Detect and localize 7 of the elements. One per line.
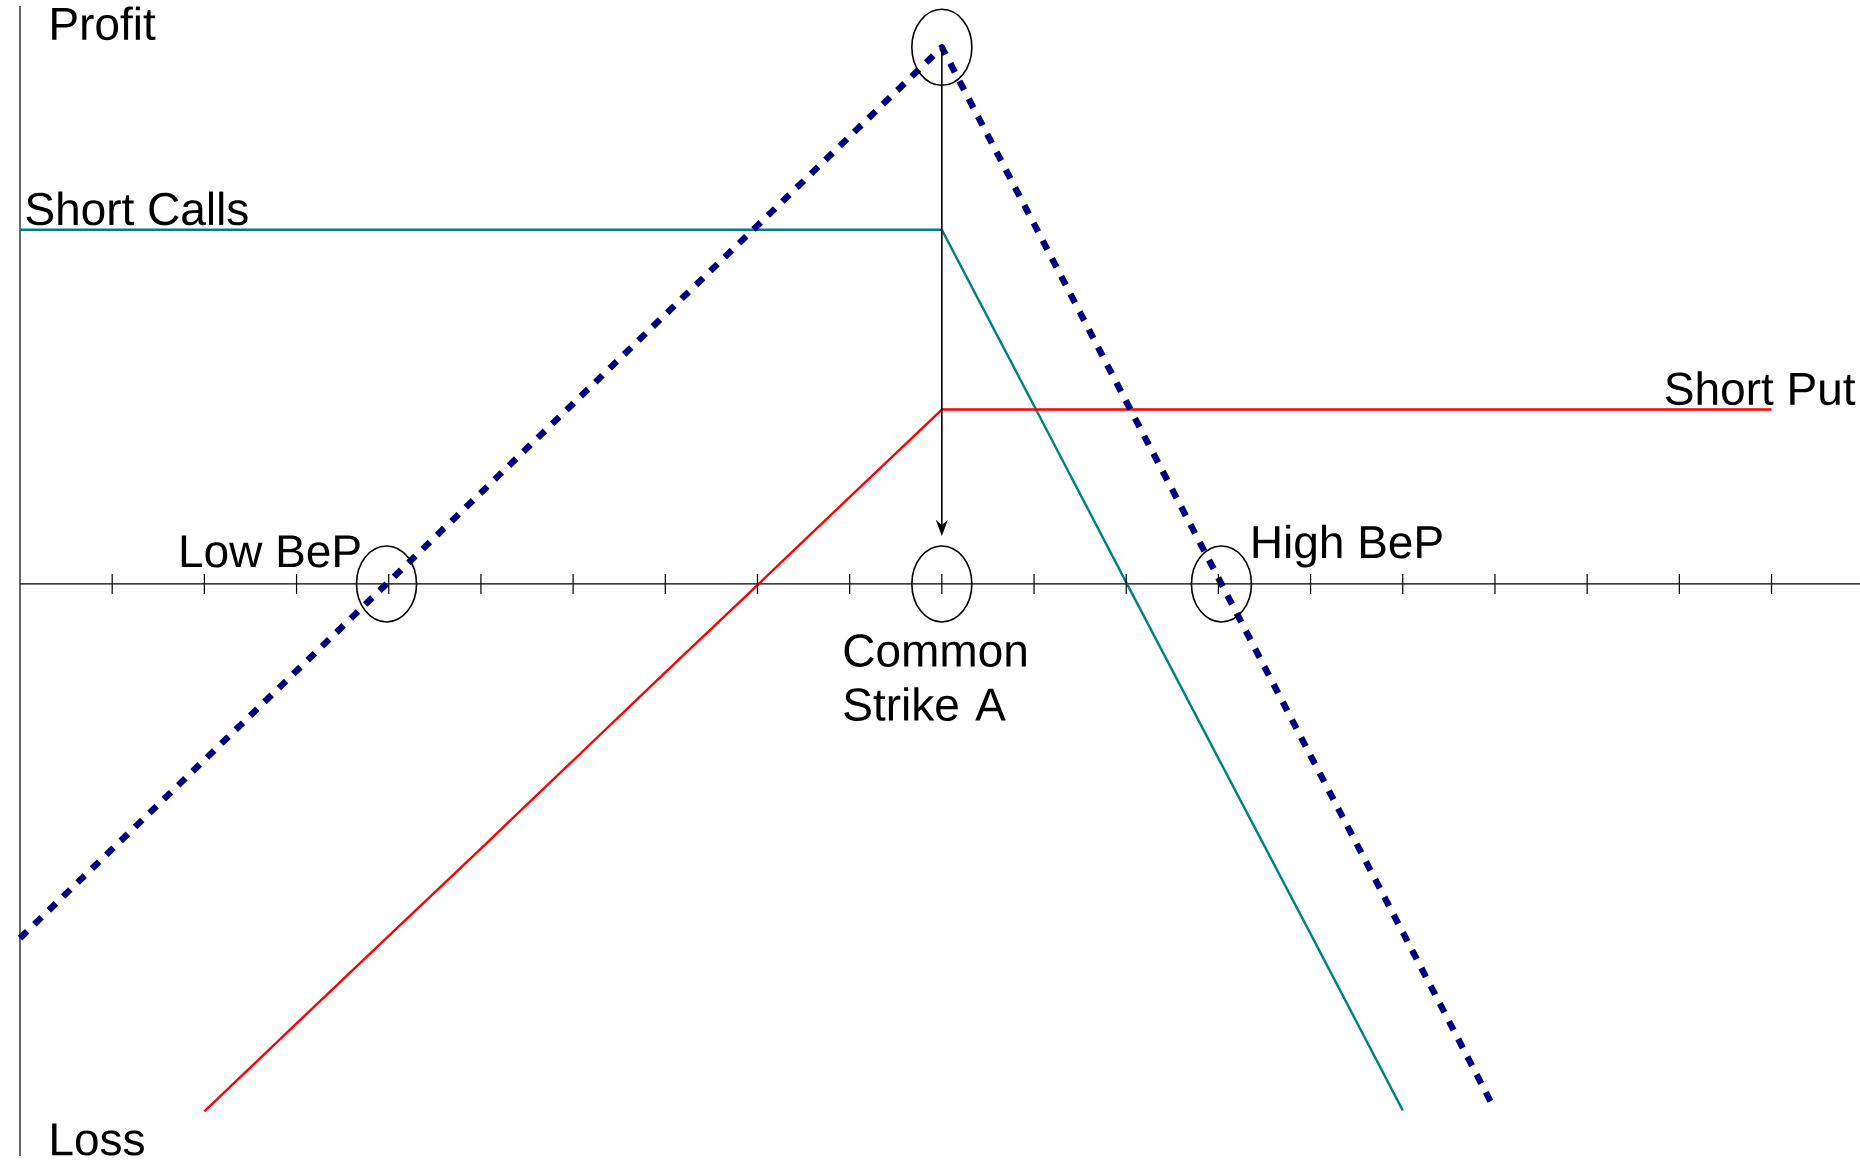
text: Loss: [52, 1123, 144, 1156]
text: Profit: [52, 6, 156, 41]
annotation: Low BeP: [181, 535, 360, 568]
series-label: Short Put: [1665, 371, 1856, 406]
series-label: Short Calls: [26, 191, 248, 226]
annotation: Common Strike A: [844, 634, 1026, 721]
annotation: High BeP: [1253, 524, 1442, 568]
